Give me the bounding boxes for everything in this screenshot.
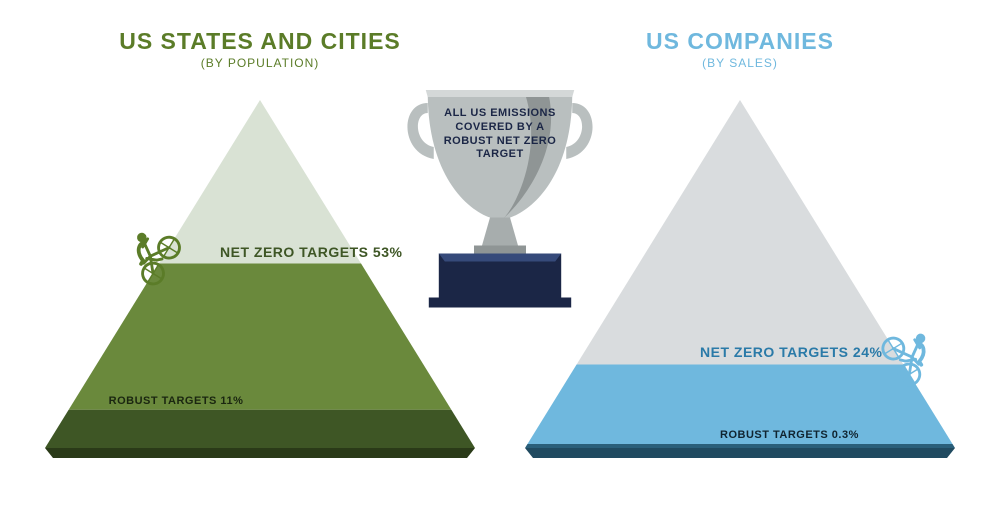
right-pyramid-top [577,100,904,364]
right-robust-label: ROBUST TARGETS 0.3% [720,429,859,441]
trophy-text: ALL US EMISSIONS COVERED BY A ROBUST NET… [438,107,563,162]
right-title: US COMPANIES [540,28,940,55]
right-pyramid-bot [525,444,955,448]
left-robust-label: ROBUST TARGETS 11% [109,395,244,407]
left-pyramid-bot [45,410,475,448]
left-net-zero-label: NET ZERO TARGETS 53% [220,244,402,260]
right-pyramid-shadow [525,448,955,458]
right-net-zero-label: NET ZERO TARGETS 24% [700,344,882,360]
left-title: US STATES AND CITIES [60,28,460,55]
left-pyramid-top [159,100,361,264]
left-pyramid-mid [69,264,452,410]
left-pyramid-shadow [45,448,475,458]
right-subtitle: (BY SALES) [540,56,940,70]
left-subtitle: (BY POPULATION) [60,56,460,70]
